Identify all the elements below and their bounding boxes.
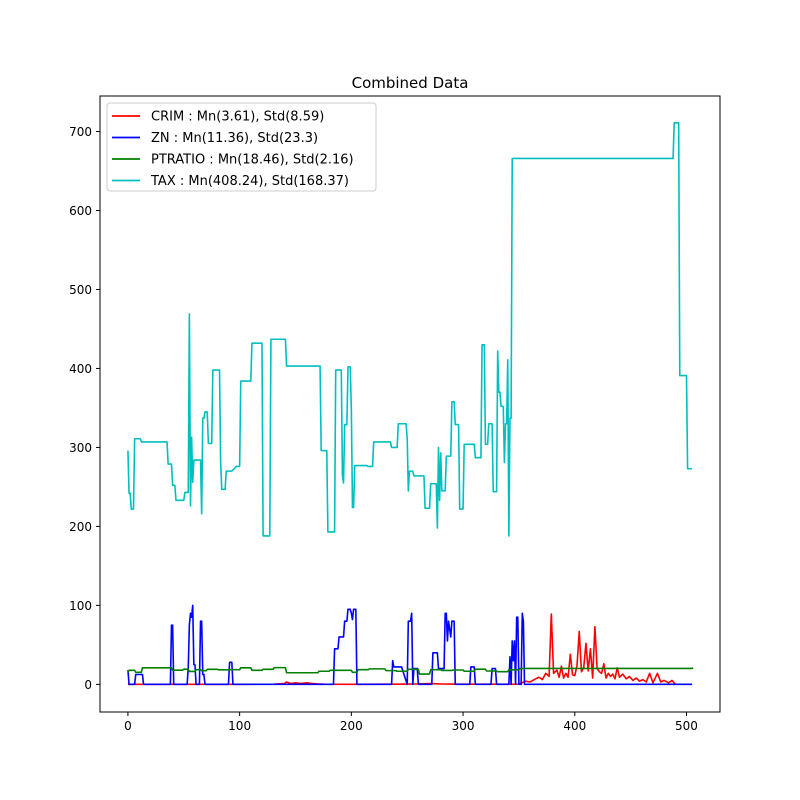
axes-layer: 0 100 200 300 400 500 0 100 200 300 400 500 600 700 bbox=[69, 95, 721, 733]
x-tick-label: 400 bbox=[563, 719, 586, 733]
legend-box bbox=[106, 102, 377, 192]
series-layer bbox=[127, 122, 694, 686]
y-tick-label: 700 bbox=[69, 125, 92, 139]
plot-frame bbox=[99, 95, 721, 713]
x-tick-label: 0 bbox=[124, 719, 132, 733]
y-tick-label: 300 bbox=[69, 441, 92, 455]
series-line-ptratio bbox=[127, 666, 694, 675]
x-tick-label: 200 bbox=[340, 719, 363, 733]
y-tick-label: 100 bbox=[69, 599, 92, 613]
legend-label: TAX : Mn(408.24), Std(168.37) bbox=[150, 174, 349, 189]
y-tick-label: 500 bbox=[69, 283, 92, 297]
y-tick-label: 0 bbox=[84, 678, 92, 692]
legend: CRIM : Mn(3.61), Std(8.59) ZN : Mn(11.36)… bbox=[106, 102, 377, 192]
legend-label: PTRATIO : Mn(18.46), Std(2.16) bbox=[151, 153, 354, 168]
y-tick-label: 400 bbox=[69, 362, 92, 376]
x-tick-label: 300 bbox=[452, 719, 475, 733]
series-line-zn bbox=[127, 604, 693, 686]
legend-label: CRIM : Mn(3.61), Std(8.59) bbox=[151, 110, 324, 125]
chart-title: Combined Data bbox=[352, 74, 469, 92]
x-tick-label: 500 bbox=[675, 719, 698, 733]
legend-label: ZN : Mn(11.36), Std(23.3) bbox=[151, 131, 318, 146]
x-tick-label: 100 bbox=[228, 719, 251, 733]
y-tick-label: 600 bbox=[69, 204, 92, 218]
y-tick-label: 200 bbox=[69, 520, 92, 534]
series-line-tax bbox=[127, 122, 693, 537]
